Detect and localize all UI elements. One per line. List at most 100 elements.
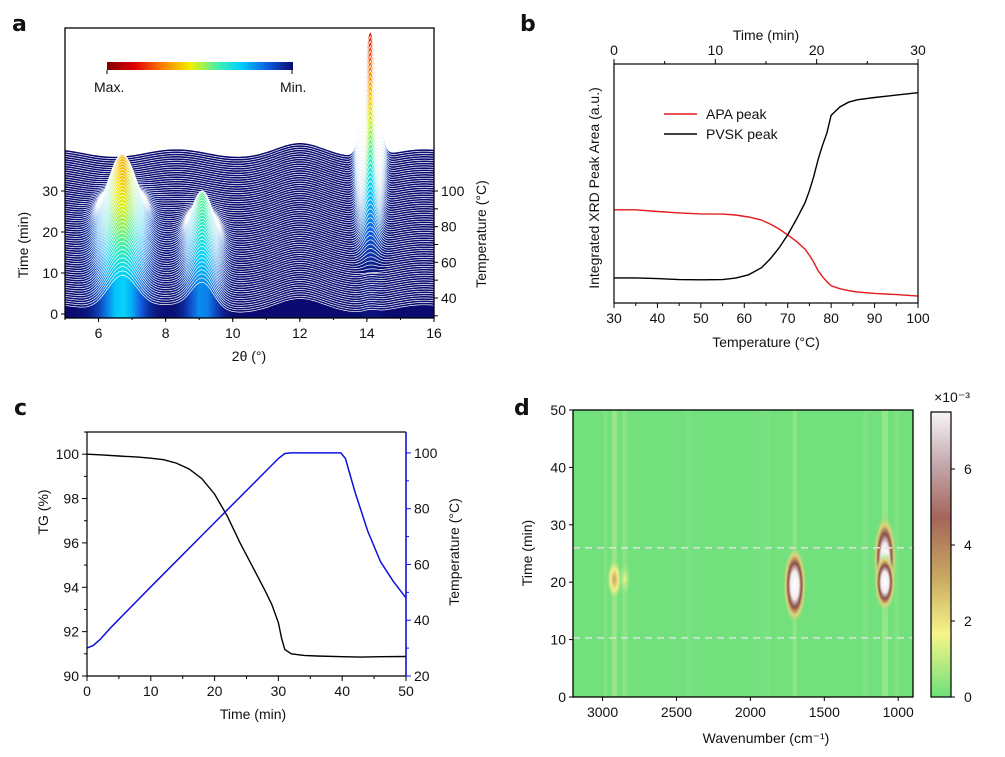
- x-tick-label: 100: [906, 310, 930, 326]
- heatmap-streak: [603, 410, 608, 697]
- heatmap-streak: [622, 410, 628, 697]
- xrd-trace: [65, 184, 434, 273]
- line-apa-peak: [614, 209, 919, 297]
- x-tick-label: 50: [398, 683, 414, 699]
- line-temperature: [86, 452, 407, 649]
- y-tick-label: 0: [50, 306, 58, 322]
- heatmap-hotspot: [782, 545, 807, 626]
- x-tick-label: 14: [359, 325, 375, 341]
- plot-frame: [572, 409, 914, 698]
- xrd-trace: [65, 188, 434, 275]
- x-tick-label: 8: [162, 325, 170, 341]
- heatmap-cells: [573, 410, 913, 697]
- xrd-trace: [65, 175, 434, 266]
- y-tick-label: 94: [63, 579, 79, 595]
- line-pvsk-peak: [614, 92, 919, 281]
- y-tick-label: 10: [550, 632, 566, 648]
- x-tick-label: 20: [207, 683, 223, 699]
- y-right-tick-label: 80: [441, 219, 457, 235]
- panel-b-peak-area-chart: 30 40 50 60 70 80 90 100 Temperature (°C) 0 10 20 30…: [586, 27, 930, 350]
- panel-label-c: c: [14, 396, 27, 421]
- x-tick-label: 1000: [883, 704, 914, 720]
- heatmap-hotspot: [606, 557, 623, 602]
- intensity-colorbar: [107, 62, 293, 70]
- x-tick-label: 6: [95, 325, 103, 341]
- x-tick-label: 16: [426, 325, 442, 341]
- y-tick-label: 0: [558, 689, 566, 705]
- waterfall-traces: [65, 30, 434, 318]
- colorbar-tick-label: 0: [964, 689, 972, 705]
- x-tick-label: 40: [334, 683, 350, 699]
- x-tick-label: 40: [650, 310, 666, 326]
- y-right-tick-label: 100: [414, 445, 438, 461]
- colorbar-tick-label: 6: [964, 461, 972, 477]
- line-tg: [86, 453, 407, 658]
- heatmap-streak: [685, 410, 692, 697]
- y-right-tick-label: 40: [441, 290, 457, 306]
- colorbar-min-label: Min.: [280, 79, 306, 95]
- x-tick-label: 50: [693, 310, 709, 326]
- panel-label-a: a: [12, 12, 27, 37]
- heatmap-streak: [611, 410, 617, 697]
- heatmap-colorbar: [930, 411, 952, 698]
- x-top-axis-label: Time (min): [733, 27, 799, 43]
- panel-a-xrd-waterfall: Max. Min. 6 8 10 12 14 16 2θ (°) 0 10 20 30 Time (min…: [15, 27, 489, 364]
- xrd-trace: [65, 181, 434, 271]
- y-right-axis-label: Temperature (°C): [446, 498, 462, 606]
- y-tick-label: 100: [56, 446, 80, 462]
- x-tick-label: 12: [292, 325, 308, 341]
- x-tick-label: 2500: [661, 704, 692, 720]
- y-tick-label: 30: [550, 517, 566, 533]
- x-tick-label: 2000: [735, 704, 766, 720]
- x-tick-label: 10: [225, 325, 241, 341]
- y-tick-label: 30: [42, 183, 58, 199]
- xrd-trace: [65, 275, 434, 318]
- plot-frame: [613, 63, 919, 304]
- y-tick-label: 40: [550, 459, 566, 475]
- x-tick-label: 30: [271, 683, 287, 699]
- y-right-tick-label: 40: [414, 612, 430, 628]
- y-axis-label: Time (min): [15, 212, 31, 278]
- y-right-tick-label: 60: [441, 254, 457, 270]
- panel-label-b: b: [520, 12, 536, 37]
- x-tick-label: 60: [736, 310, 752, 326]
- x-axis-label: Wavenumber (cm⁻¹): [703, 730, 830, 746]
- xrd-trace: [65, 195, 434, 280]
- y-right-axis-label: Temperature (°C): [473, 180, 489, 288]
- x-tick-label: 3000: [587, 704, 618, 720]
- y-axis-label: TG (%): [35, 489, 51, 534]
- x-tick-label: 10: [143, 683, 159, 699]
- panel-c-tg-chart: 0 10 20 30 40 50 Time (min) 90 92 94 96 98 100 TG (%)…: [35, 431, 462, 722]
- heatmap-hotspot: [873, 552, 896, 613]
- y-axis-label: Integrated XRD Peak Area (a.u.): [586, 87, 602, 289]
- x-top-tick-label: 20: [809, 42, 825, 58]
- colorbar-tick-label: 2: [964, 613, 972, 629]
- heatmap-streak: [760, 410, 771, 697]
- y-tick-label: 92: [63, 624, 79, 640]
- x-tick-label: 1500: [809, 704, 840, 720]
- plot-frame: [64, 27, 435, 319]
- legend-label: PVSK peak: [706, 126, 779, 142]
- heatmap-background: [573, 410, 913, 697]
- xrd-trace: [65, 172, 434, 264]
- colorbar-scale-label: ×10⁻³: [934, 389, 970, 405]
- y-right-tick-label: 20: [414, 668, 430, 684]
- xrd-trace: [65, 169, 434, 262]
- x-top-tick-label: 10: [708, 42, 724, 58]
- x-tick-label: 70: [780, 310, 796, 326]
- colorbar-max-label: Max.: [94, 79, 124, 95]
- y-right-tick-label: 100: [441, 183, 465, 199]
- xrd-trace: [65, 178, 434, 268]
- y-axis-label: Time (min): [519, 520, 535, 586]
- x-tick-label: 80: [823, 310, 839, 326]
- y-tick-label: 20: [42, 224, 58, 240]
- heatmap-hotspot: [617, 559, 632, 600]
- x-axis-label: Temperature (°C): [712, 334, 820, 350]
- panel-d-ftir-heatmap: 3000 2500 2000 1500 1000 Wavenumber (cm⁻¹) 0 10…: [519, 389, 972, 746]
- x-axis-label: Time (min): [220, 706, 286, 722]
- legend-label: APA peak: [706, 106, 767, 122]
- y-tick-label: 10: [42, 265, 58, 281]
- y-right-tick-label: 80: [414, 501, 430, 517]
- x-tick-label: 0: [83, 683, 91, 699]
